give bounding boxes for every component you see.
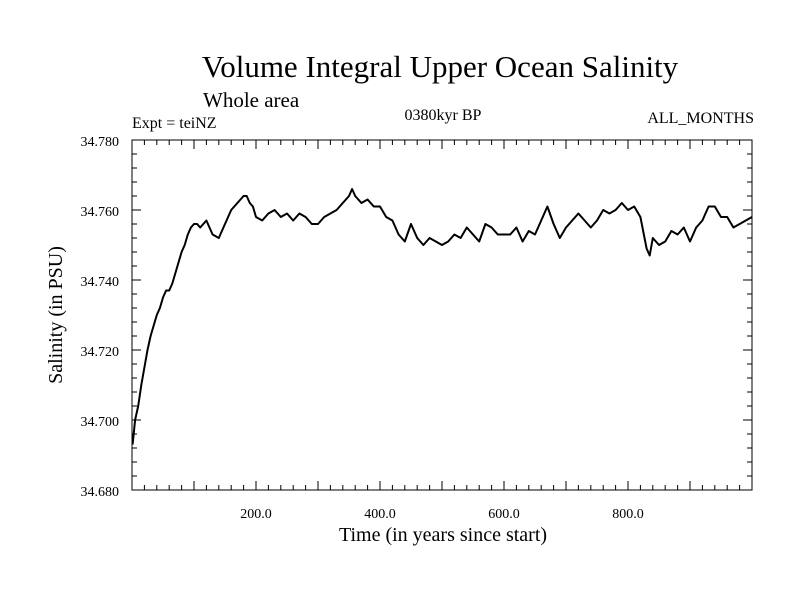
series-layer	[131, 188, 753, 445]
x-tick-labels: 200.0 400.0 600.0 800.0	[240, 507, 644, 522]
chart-subtitle: Whole area	[203, 88, 300, 112]
period-label: 0380kyr BP	[405, 107, 482, 124]
y-tick-label: 34.740	[81, 275, 120, 290]
axis-ticks	[132, 140, 752, 490]
x-tick-label: 800.0	[612, 507, 644, 522]
y-tick-label: 34.760	[81, 205, 120, 220]
y-axis-label: Salinity (in PSU)	[45, 246, 67, 384]
x-tick-label: 400.0	[364, 507, 396, 522]
chart-title: Volume Integral Upper Ocean Salinity	[202, 49, 679, 84]
experiment-label: Expt = teiNZ	[132, 115, 217, 132]
x-axis-label: Time (in years since start)	[339, 524, 547, 546]
y-tick-label: 34.700	[81, 415, 120, 430]
salinity-series-line	[131, 188, 753, 445]
x-tick-label: 200.0	[240, 507, 272, 522]
y-tick-label: 34.780	[81, 135, 120, 150]
months-label: ALL_MONTHS	[647, 110, 754, 127]
plot-frame	[131, 139, 753, 491]
y-tick-label: 34.720	[81, 345, 120, 360]
y-tick-labels: 34.680 34.700 34.720 34.740 34.760 34.78…	[81, 135, 120, 500]
x-tick-label: 600.0	[488, 507, 520, 522]
y-tick-label: 34.680	[81, 485, 120, 500]
